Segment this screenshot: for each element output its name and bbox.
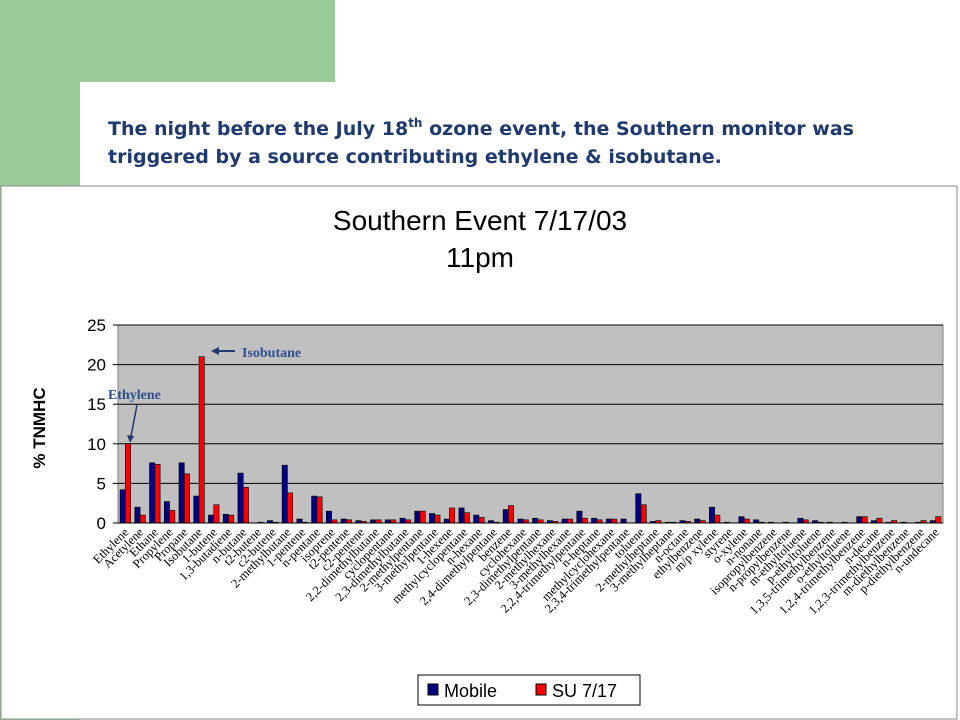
bar [478,517,485,524]
legend [417,674,641,706]
y-tick-label: 15 [87,395,106,414]
bar [125,443,131,524]
bar [611,518,618,524]
bar [183,473,190,524]
bar [517,518,524,524]
bar [714,514,721,524]
chart-title: Southern Event 7/17/03 [333,205,627,236]
bar [119,489,126,524]
bar [326,510,332,524]
bar [797,517,804,524]
bar [311,495,318,524]
bar [576,510,583,524]
annotation-arrowhead [127,435,134,443]
bar [213,504,220,524]
bar [861,516,868,524]
bar [561,518,568,524]
slide-title: The night before the July 18th ozone eve… [108,116,861,168]
annotation-arrowhead [211,347,219,355]
bar [508,505,515,524]
bar [429,513,436,524]
bar [287,492,294,524]
bar [743,518,750,524]
bar [532,517,539,524]
bar [856,516,863,524]
legend-label: Mobile [444,681,497,701]
plot: 0510152025EthyleneAcetyleneEthanePropyle… [87,316,944,617]
bar [449,507,456,524]
legend-swatch [427,683,439,696]
bar [876,517,883,524]
bar [581,517,588,524]
bar [163,501,170,524]
bar [237,472,244,524]
accent-block [0,0,335,82]
y-tick-label: 25 [87,316,106,335]
bar [154,464,161,524]
legend-label: SU 7/17 [552,681,617,701]
bar [296,518,303,524]
bar [709,506,715,524]
bar [399,517,406,524]
bar [281,464,288,524]
chart-subtitle: 11pm [446,242,514,273]
bar [935,516,942,524]
bar [242,487,249,524]
y-tick-label: 5 [97,474,106,493]
bar [222,513,229,524]
title-text: triggered by a source contributing ethyl… [108,146,722,168]
bar [208,514,215,524]
y-axis-label: % TNMHC [30,387,49,468]
bar [134,506,141,524]
title-text: The night before the July 18 [108,118,408,140]
bar [178,462,185,524]
bar [620,518,627,524]
bar [228,514,235,524]
annotation-arrow [130,404,138,437]
bar [139,514,146,524]
bar [463,512,470,524]
legend-swatch [535,683,547,696]
bar [567,518,573,524]
title-text: ozone event, the Southern monitor was [422,118,853,140]
bar [458,507,465,524]
bar [169,510,176,524]
bar [193,495,200,524]
bar [419,510,426,524]
bar [640,504,647,524]
annotation: Ethylene [108,388,161,403]
bar [434,514,441,524]
bar [605,518,612,524]
bar [502,509,509,524]
title-sup: th [408,116,422,130]
y-tick-label: 20 [87,356,106,375]
y-tick-label: 10 [87,435,106,454]
bar [635,493,642,524]
bar [591,517,598,524]
bar [198,356,205,524]
bar [473,514,480,524]
bar [414,510,421,524]
bar [694,518,701,524]
bar [149,462,156,524]
bar [340,518,347,524]
y-tick-label: 0 [97,514,106,533]
bar [316,496,323,524]
bar [738,516,745,524]
bar [443,518,450,524]
annotation: Isobutane [242,346,301,361]
